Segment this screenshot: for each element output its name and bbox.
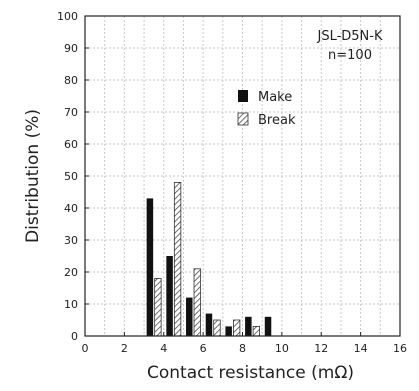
bar-make	[186, 297, 193, 336]
y-tick-label: 90	[64, 42, 78, 55]
y-tick-label: 0	[71, 330, 78, 343]
bar-make	[245, 316, 252, 336]
bar-break	[173, 181, 182, 337]
x-tick-label: 2	[121, 342, 128, 355]
annotation-model: JSL-D5N-K	[316, 29, 382, 44]
bar-make	[166, 256, 173, 336]
annotation-sample-size: n=100	[328, 48, 372, 63]
bar-make	[146, 198, 154, 336]
x-tick-label: 4	[160, 342, 167, 355]
y-tick-label: 50	[64, 170, 78, 183]
bar-break	[193, 268, 201, 337]
bar-break	[154, 277, 162, 337]
y-axis-title: Distribution (%)	[23, 109, 43, 243]
legend-label-make: Make	[258, 90, 292, 105]
legend-swatch-break	[237, 112, 249, 126]
grid	[84, 15, 401, 337]
y-tick-label: 40	[64, 202, 78, 215]
y-tick-label: 30	[64, 234, 78, 247]
y-tick-label: 60	[64, 138, 78, 151]
y-tick-label: 20	[64, 266, 78, 279]
bars	[146, 181, 272, 337]
legend-swatch-make	[238, 90, 248, 102]
y-tick-label: 100	[57, 10, 78, 23]
x-tick-label: 14	[354, 342, 368, 355]
bar-break	[233, 319, 241, 337]
bar-make	[225, 326, 232, 336]
x-tick-label: 0	[82, 342, 89, 355]
x-tick-label: 6	[200, 342, 207, 355]
x-tick-label: 16	[393, 342, 407, 355]
x-axis-title: Contact resistance (mΩ)	[147, 363, 354, 383]
bar-break	[252, 325, 260, 337]
bar-make	[264, 316, 272, 336]
x-tick-label: 12	[314, 342, 328, 355]
tick-labels: 0 2 4 6 8 10 12 14 16 0 10 20 30 40 50 60 70 80 90 100	[57, 10, 407, 355]
y-tick-label: 80	[64, 74, 78, 87]
bar-make	[205, 313, 213, 336]
bar-break	[213, 319, 221, 337]
legend: Make Break	[237, 90, 296, 128]
y-tick-label: 10	[64, 298, 78, 311]
y-tick-label: 70	[64, 106, 78, 119]
x-tick-label: 8	[239, 342, 246, 355]
legend-label-break: Break	[258, 113, 296, 128]
x-tick-label: 10	[275, 342, 289, 355]
